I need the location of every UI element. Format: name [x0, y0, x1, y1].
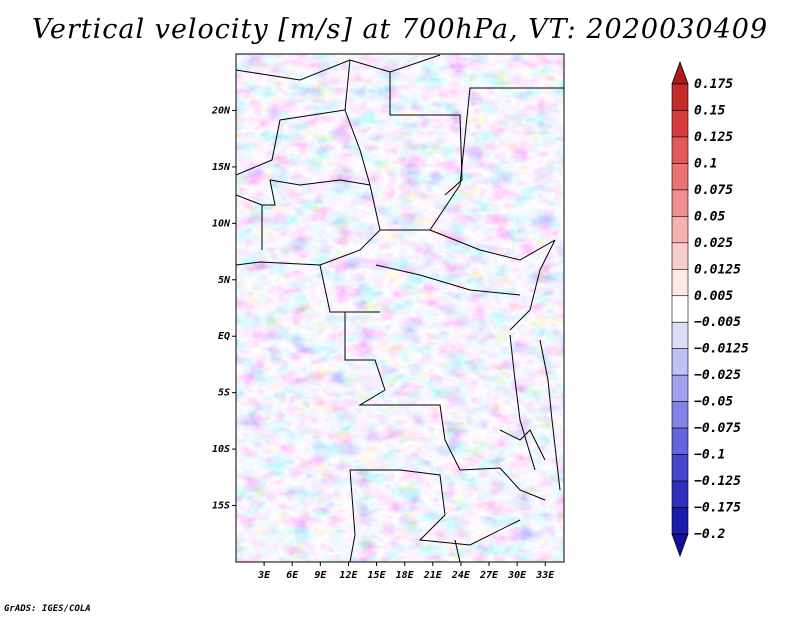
colorbar-swatch	[671, 189, 689, 217]
x-tick-label: 9E	[314, 570, 327, 581]
y-tick-label: 10S	[212, 444, 230, 455]
colorbar-label: 0.025	[694, 236, 733, 251]
x-tick-label: 12E	[339, 570, 358, 581]
colorbar-label: −0.0125	[694, 342, 749, 357]
colorbar-swatch	[671, 427, 689, 455]
colorbar-label: 0.175	[694, 77, 733, 92]
colorbar-swatch	[671, 374, 689, 402]
colorbar-swatch	[671, 507, 689, 535]
y-tick-label: 5S	[218, 388, 230, 399]
x-tick-label: 27E	[479, 570, 499, 581]
y-tick-label: 5N	[218, 275, 231, 286]
colorbar-label: −0.1	[694, 448, 725, 463]
y-tick-label: 15N	[212, 162, 231, 173]
map-frame	[235, 53, 565, 563]
x-tick-label: 15E	[368, 570, 387, 581]
colorbar-swatch	[671, 268, 689, 297]
map-panel	[235, 53, 565, 563]
x-axis-ticks: 3E 6E 9E 12E 15E 18E 21E 24E 27E 30E 33E	[257, 562, 555, 581]
colorbar-swatch	[671, 242, 689, 270]
colorbar-bottom-arrow	[671, 533, 689, 558]
y-axis-ticks: 20N 15N 10N 5N EQ 5S 10S 15S	[211, 105, 236, 512]
x-tick-label: 33E	[535, 570, 555, 581]
colorbar-label: 0.0125	[694, 262, 741, 277]
colorbar-label: −0.025	[694, 368, 741, 383]
velocity-field	[236, 54, 564, 562]
colorbar-label: −0.075	[694, 421, 741, 436]
footer-credit: GrADS: IGES/COLA	[4, 604, 91, 614]
colorbar-swatch	[671, 110, 689, 138]
colorbar-label: −0.175	[694, 501, 741, 516]
y-tick-label: EQ	[218, 331, 230, 342]
y-tick-label: 10N	[212, 218, 231, 229]
colorbar-label: −0.125	[694, 474, 741, 489]
x-tick-label: 18E	[396, 570, 415, 581]
colorbar-swatch	[671, 480, 689, 508]
colorbar-label: −0.2	[694, 527, 725, 542]
colorbar-swatch	[671, 401, 689, 429]
colorbar-swatch	[671, 295, 689, 323]
x-tick-label: 6E	[286, 570, 299, 581]
colorbar-label: 0.125	[694, 130, 733, 145]
colorbar-top-arrow	[671, 60, 689, 85]
colorbar-swatch	[671, 321, 689, 350]
colorbar-label: −0.05	[694, 395, 733, 410]
colorbar-label: 0.15	[694, 103, 725, 118]
colorbar-swatch	[671, 136, 689, 164]
x-tick-label: 30E	[507, 570, 527, 581]
colorbar-label: 0.05	[694, 209, 725, 224]
colorbar-label: 0.005	[694, 289, 733, 304]
colorbar-label: 0.075	[694, 183, 733, 198]
colorbar-label: −0.005	[694, 315, 741, 330]
x-tick-label: 3E	[257, 570, 271, 581]
colorbar-swatch	[671, 454, 689, 482]
colorbar-swatch	[671, 216, 689, 244]
colorbar: 0.175 0.15 0.125 0.1 0.075 0.05 0.025 0.0125 0.0…	[671, 60, 749, 558]
y-tick-label: 20N	[211, 105, 231, 116]
colorbar-swatch	[671, 83, 689, 111]
colorbar-swatch	[671, 348, 689, 376]
country-borders	[236, 54, 564, 562]
x-tick-label: 24E	[451, 570, 471, 581]
colorbar-label: 0.1	[694, 156, 717, 171]
colorbar-swatch	[671, 163, 689, 191]
x-tick-label: 21E	[423, 570, 443, 581]
y-tick-label: 15S	[212, 501, 230, 512]
chart-title: Vertical velocity [m/s] at 700hPa, VT: 2…	[31, 14, 769, 45]
